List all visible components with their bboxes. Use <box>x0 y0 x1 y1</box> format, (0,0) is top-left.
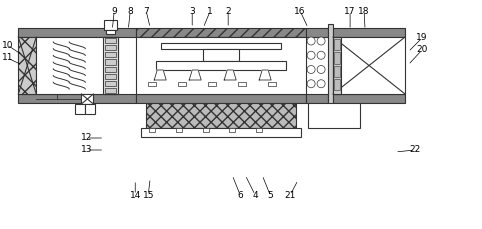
Bar <box>208 82 216 86</box>
Text: 8: 8 <box>127 6 133 16</box>
Polygon shape <box>224 70 236 80</box>
Circle shape <box>317 37 325 45</box>
Bar <box>334 79 340 90</box>
Bar <box>161 43 281 49</box>
Bar <box>105 52 116 57</box>
Text: 2: 2 <box>226 6 231 16</box>
Bar <box>229 128 235 132</box>
Circle shape <box>307 65 315 74</box>
Text: 16: 16 <box>295 6 306 16</box>
Polygon shape <box>189 70 201 80</box>
Circle shape <box>317 80 325 88</box>
Circle shape <box>307 37 315 45</box>
Bar <box>105 38 116 43</box>
Text: 7: 7 <box>143 6 149 16</box>
Text: 19: 19 <box>416 33 428 43</box>
Bar <box>334 65 340 77</box>
Circle shape <box>307 80 315 88</box>
Text: 3: 3 <box>189 6 195 16</box>
Text: 14: 14 <box>130 191 141 199</box>
Text: 20: 20 <box>416 46 428 55</box>
Bar <box>333 37 405 94</box>
Bar <box>156 61 286 70</box>
Bar <box>328 24 333 107</box>
Text: 15: 15 <box>143 191 154 199</box>
Bar <box>333 28 405 37</box>
Bar <box>334 52 340 63</box>
Bar <box>149 128 155 132</box>
Bar <box>103 37 118 94</box>
Bar <box>136 37 306 94</box>
Bar <box>238 82 246 86</box>
Text: 12: 12 <box>80 134 92 142</box>
Text: 11: 11 <box>1 54 13 63</box>
Text: 1: 1 <box>207 6 213 16</box>
Bar <box>85 104 95 114</box>
Bar <box>136 28 306 37</box>
Circle shape <box>307 51 315 59</box>
Text: 13: 13 <box>80 145 92 155</box>
Bar <box>18 94 136 103</box>
Bar <box>104 20 117 30</box>
Polygon shape <box>259 70 271 80</box>
Bar <box>81 94 94 104</box>
Bar <box>105 59 116 65</box>
Bar <box>306 94 328 103</box>
Bar <box>202 128 209 132</box>
Bar <box>148 82 156 86</box>
Circle shape <box>317 51 325 59</box>
Bar <box>105 81 116 86</box>
Bar <box>256 128 262 132</box>
Bar <box>18 28 136 37</box>
Bar <box>75 104 85 114</box>
Bar <box>203 49 239 61</box>
Text: 4: 4 <box>253 191 258 199</box>
Bar <box>178 82 186 86</box>
Text: 17: 17 <box>344 6 356 16</box>
Bar <box>105 66 116 72</box>
Bar <box>141 128 301 137</box>
Bar <box>334 39 340 50</box>
Bar <box>308 103 360 128</box>
Text: 5: 5 <box>267 191 273 199</box>
Bar <box>146 103 296 128</box>
Bar <box>268 82 276 86</box>
Bar <box>36 37 118 94</box>
Bar <box>333 37 341 94</box>
Bar <box>18 37 36 94</box>
Text: 6: 6 <box>237 191 243 199</box>
Text: 10: 10 <box>1 41 13 49</box>
Polygon shape <box>154 70 166 80</box>
Bar <box>105 45 116 50</box>
Bar <box>106 30 115 34</box>
Text: 22: 22 <box>409 145 421 155</box>
Bar <box>105 74 116 79</box>
Bar <box>105 88 116 93</box>
Text: 21: 21 <box>284 191 296 199</box>
Circle shape <box>317 65 325 74</box>
Text: 9: 9 <box>111 6 117 16</box>
Text: 18: 18 <box>358 6 370 16</box>
Bar <box>333 94 405 103</box>
Bar <box>176 128 182 132</box>
Bar <box>136 94 306 103</box>
Bar <box>306 28 328 37</box>
